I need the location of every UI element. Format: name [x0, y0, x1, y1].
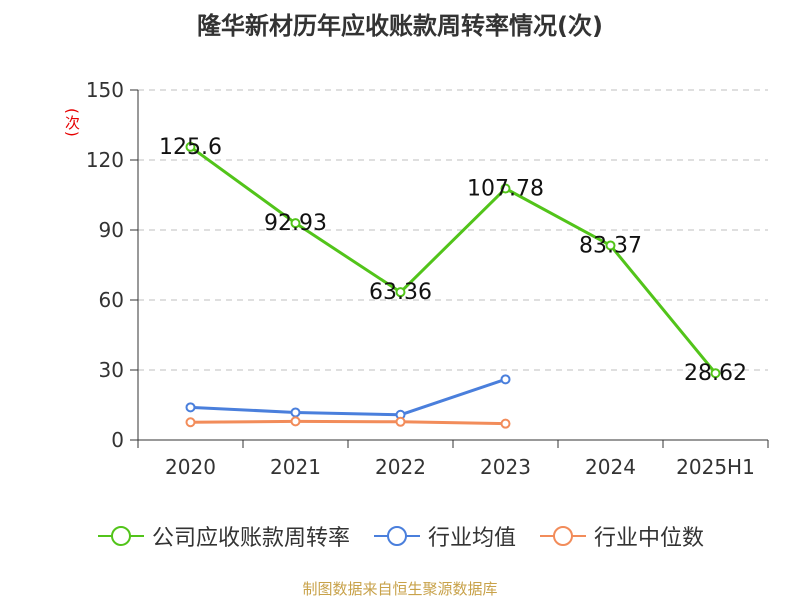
legend-swatch-industry-mean: [373, 526, 420, 546]
y-tick-label: 60: [99, 288, 124, 312]
legend-label-industry-mean: 行业均值: [427, 526, 516, 551]
y-tick-label: 0: [111, 428, 124, 452]
data-source-note: 制图数据来自恒生聚源数据库: [302, 580, 498, 598]
legend-item-industry-mean[interactable]: 行业均值: [372, 520, 516, 552]
data-point: [605, 240, 616, 251]
data-point: [290, 416, 301, 427]
y-tick-label: 150: [86, 78, 124, 102]
data-point: [395, 287, 406, 298]
series-line-1: [190, 377, 506, 417]
data-point: [500, 418, 511, 429]
legend-label-company: 公司应收账款周转率: [151, 526, 350, 551]
legend-item-company[interactable]: 公司应收账款周转率: [96, 520, 350, 552]
x-tick-label: 2024: [585, 455, 636, 479]
series-line-0: [189, 145, 717, 375]
data-label: 125.6: [159, 135, 222, 160]
data-point: [395, 416, 406, 427]
y-tick-label: 90: [99, 218, 124, 242]
data-label: 83.37: [579, 233, 642, 258]
legend-swatch-company: [97, 526, 144, 546]
data-point: [185, 417, 196, 428]
legend-swatch-industry-median: [540, 526, 586, 546]
data-point: [500, 374, 511, 385]
series-line-2: [190, 419, 506, 426]
chart-title: 隆华新材历年应收账款周转率情况(次): [197, 12, 603, 40]
data-point: [710, 368, 721, 379]
data-point: [185, 141, 196, 152]
data-point: [290, 407, 301, 418]
y-tick-label: 30: [99, 358, 124, 382]
x-tick-label: 2023: [480, 455, 531, 479]
data-label: 92.93: [264, 211, 327, 236]
data-point: [185, 402, 196, 413]
data-label: 107.78: [467, 177, 544, 202]
legend-label-industry-median: 行业中位数: [594, 526, 705, 551]
data-point: [290, 218, 301, 229]
data-label: 63.36: [369, 280, 432, 305]
x-tick-label: 2021: [270, 455, 321, 479]
y-tick-label: 120: [86, 148, 124, 172]
x-tick-label: 2020: [165, 455, 216, 479]
legend-item-industry-median[interactable]: 行业中位数: [538, 520, 704, 552]
x-tick-label: 2025H1: [676, 455, 755, 479]
data-label: 28.62: [684, 361, 747, 386]
x-tick-label: 2022: [375, 455, 426, 479]
legend: 公司应收账款周转率 行业均值 行业中位数: [0, 520, 800, 552]
y-axis-label: (次): [63, 108, 81, 138]
data-point: [500, 183, 511, 194]
